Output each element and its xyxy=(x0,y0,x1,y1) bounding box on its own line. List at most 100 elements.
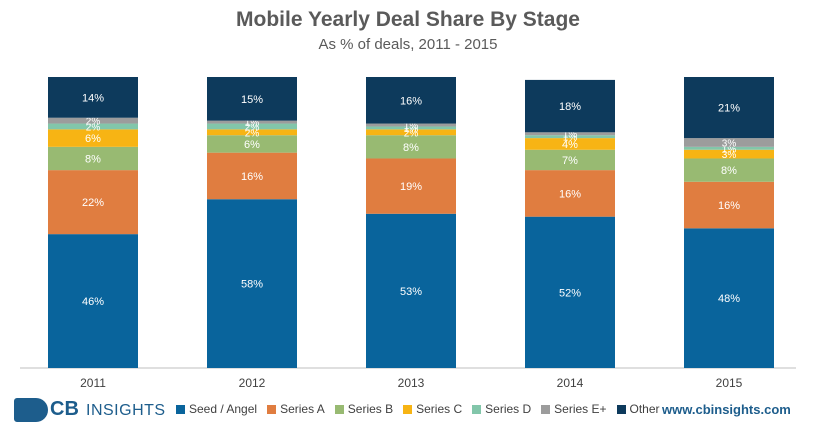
cb-logo-icon xyxy=(14,398,48,422)
data-label: 1% xyxy=(245,118,260,129)
data-label: 1% xyxy=(563,130,578,141)
x-tick-label: 2015 xyxy=(716,376,743,390)
bar-segment-2012-series-e- xyxy=(207,120,297,124)
bar-segment-2013-series-b xyxy=(366,135,456,159)
bar-segment-2013-series-e- xyxy=(366,123,456,127)
bar-segment-2014-series-a xyxy=(525,170,615,217)
logo-cb-text: CB xyxy=(50,398,79,420)
bar-segment-2015-series-d xyxy=(684,146,774,150)
x-tick-label: 2013 xyxy=(398,376,425,390)
bar-segment-2013-series-a xyxy=(366,158,456,214)
data-label: 6% xyxy=(85,133,101,145)
legend-swatch xyxy=(267,404,277,414)
bar-segment-2012-series-c xyxy=(207,129,297,136)
bar-segment-2014-series-c xyxy=(525,138,615,150)
bar-segment-2013-series-d xyxy=(366,126,456,130)
legend-item: Series B xyxy=(334,402,394,416)
data-label: 8% xyxy=(85,153,101,165)
data-label: 2% xyxy=(245,128,260,139)
bar-segment-2011-series-a xyxy=(48,170,138,235)
bar-segment-2014-seed-angel xyxy=(525,216,615,368)
data-label: 52% xyxy=(559,287,581,299)
data-label: 14% xyxy=(82,92,104,104)
data-label: 2% xyxy=(245,122,260,133)
data-label: 1% xyxy=(404,121,419,132)
bar-segment-2015-series-a xyxy=(684,181,774,229)
bar-segment-2011-series-d xyxy=(48,123,138,130)
data-label: 6% xyxy=(244,139,260,151)
data-label: 16% xyxy=(559,188,581,200)
bar-segment-2011-series-b xyxy=(48,146,138,171)
bar-segment-2011-seed-angel xyxy=(48,234,138,368)
bar-segment-2014-series-e- xyxy=(525,132,615,136)
x-tick-label: 2014 xyxy=(557,376,584,390)
chart-title: Mobile Yearly Deal Share By Stage xyxy=(236,8,580,31)
data-label: 22% xyxy=(82,197,104,209)
data-label: 1% xyxy=(404,124,419,135)
x-tick-label: 2011 xyxy=(80,376,106,390)
bar-segment-2012-other xyxy=(207,77,297,121)
legend-item: Series D xyxy=(472,402,531,416)
legend-item: Other xyxy=(616,402,660,416)
legend-label: Other xyxy=(629,402,660,416)
data-label: 8% xyxy=(403,142,419,154)
legend-label: Seed / Angel xyxy=(189,402,258,416)
bar-segment-2015-series-c xyxy=(684,149,774,159)
bar-segment-2012-series-a xyxy=(207,152,297,200)
bar-segment-2012-series-d xyxy=(207,123,297,130)
data-label: 58% xyxy=(241,279,263,291)
legend-swatch xyxy=(403,404,413,414)
bar-segment-2014-series-b xyxy=(525,149,615,171)
data-label: 2% xyxy=(86,122,101,133)
data-label: 2% xyxy=(86,117,101,128)
data-label: 3% xyxy=(722,150,737,161)
footer: CB INSIGHTS Seed / Angel Series A Series B… xyxy=(0,396,816,426)
bar-segment-2012-series-b xyxy=(207,135,297,153)
bar-segment-2015-seed-angel xyxy=(684,228,774,368)
legend-label: Series D xyxy=(485,402,532,416)
legend-swatch xyxy=(472,404,482,414)
bar-segment-2011-other xyxy=(48,77,138,118)
bar-segment-2015-other xyxy=(684,77,774,139)
bar-segment-2014-other xyxy=(525,79,615,133)
legend-item: Series E+ xyxy=(541,402,607,416)
data-label: 16% xyxy=(400,95,422,107)
legend-label: Series B xyxy=(347,402,394,416)
data-label: 3% xyxy=(722,138,737,149)
data-label: 7% xyxy=(562,155,578,167)
legend-swatch xyxy=(334,404,344,414)
data-label: 18% xyxy=(559,101,581,113)
bar-segment-2015-series-e- xyxy=(684,138,774,147)
data-label: 21% xyxy=(718,103,740,115)
legend-label: Series C xyxy=(416,402,463,416)
data-label: 2% xyxy=(404,128,419,139)
bar-segment-2011-series-e- xyxy=(48,117,138,124)
data-label: 19% xyxy=(400,181,422,193)
data-label: 46% xyxy=(82,296,104,308)
legend-swatch xyxy=(541,404,551,414)
bar-segment-2011-series-c xyxy=(48,129,138,147)
data-label: 1% xyxy=(563,133,578,144)
website-link[interactable]: www.cbinsights.com xyxy=(662,402,791,417)
bar-segment-2013-series-c xyxy=(366,129,456,136)
legend-swatch xyxy=(616,404,626,414)
legend-item: Series A xyxy=(267,402,325,416)
legend-item: Series C xyxy=(403,402,462,416)
data-label: 16% xyxy=(718,200,740,212)
legend-label: Series E+ xyxy=(554,402,607,416)
chart-legend: Seed / Angel Series A Series B Series C Seri… xyxy=(176,402,670,416)
bar-segment-2013-seed-angel xyxy=(366,213,456,368)
bar-segment-2013-other xyxy=(366,77,456,124)
data-label: 53% xyxy=(400,286,422,298)
legend-swatch xyxy=(176,404,185,414)
data-label: 1% xyxy=(722,144,737,155)
bar-segment-2012-seed-angel xyxy=(207,199,297,368)
logo-insights-text: INSIGHTS xyxy=(86,402,166,419)
data-label: 16% xyxy=(241,171,263,183)
legend-item: Seed / Angel xyxy=(176,402,257,416)
x-tick-label: 2012 xyxy=(239,376,266,390)
data-label: 15% xyxy=(241,94,263,106)
bar-segment-2015-series-b xyxy=(684,158,774,182)
data-label: 4% xyxy=(562,139,578,151)
